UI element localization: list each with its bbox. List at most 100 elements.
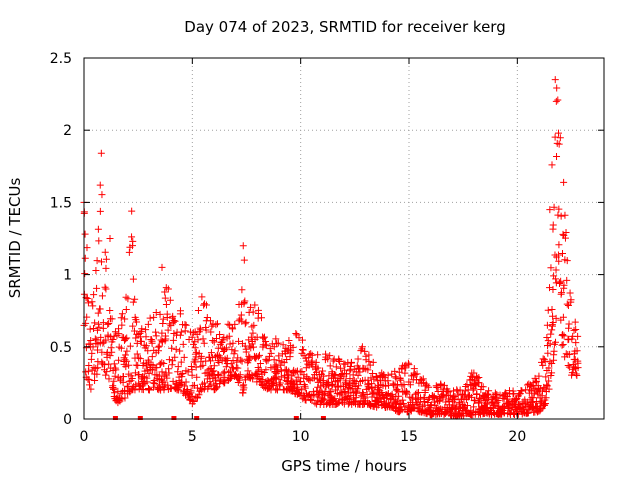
data-points — [80, 76, 582, 420]
data-point — [152, 328, 160, 336]
data-point — [551, 133, 559, 141]
data-point — [364, 366, 372, 374]
data-point — [102, 255, 110, 263]
data-point — [108, 315, 116, 323]
data-point — [314, 351, 322, 359]
data-point — [415, 388, 423, 396]
data-point — [215, 371, 223, 379]
data-point — [111, 372, 119, 380]
data-point-peak — [81, 230, 89, 238]
data-point — [193, 373, 201, 381]
data-point — [198, 293, 206, 301]
data-point — [248, 323, 256, 331]
data-point — [276, 379, 284, 387]
data-point — [301, 384, 309, 392]
data-point — [171, 317, 179, 325]
data-point — [168, 344, 176, 352]
data-point — [109, 335, 117, 343]
data-point — [267, 349, 275, 357]
data-point — [490, 401, 498, 409]
data-point — [568, 369, 576, 377]
data-point — [424, 405, 432, 413]
data-point — [361, 347, 369, 355]
data-point — [175, 386, 183, 394]
data-point — [92, 266, 100, 274]
data-point — [405, 361, 413, 369]
data-point — [562, 350, 570, 358]
data-point — [118, 321, 126, 329]
data-point — [463, 381, 471, 389]
data-point — [397, 376, 405, 384]
data-point — [556, 134, 564, 142]
x-tick-label: 5 — [188, 429, 197, 445]
data-point — [102, 336, 110, 344]
data-point — [367, 374, 375, 382]
data-point — [160, 360, 168, 367]
data-point — [547, 330, 555, 338]
data-point — [369, 358, 377, 366]
data-point — [489, 408, 497, 416]
data-point — [120, 373, 128, 381]
data-point — [260, 333, 268, 341]
data-point — [188, 371, 196, 379]
data-point — [469, 386, 477, 394]
x-tick-label: 20 — [508, 429, 526, 445]
data-point — [108, 348, 116, 356]
data-point — [191, 356, 199, 364]
data-point — [555, 205, 563, 213]
data-point — [102, 285, 110, 293]
data-point — [402, 387, 410, 395]
data-point — [117, 344, 125, 352]
data-point — [248, 371, 256, 379]
data-point — [86, 325, 94, 333]
data-point — [270, 374, 278, 382]
data-point-peak — [551, 76, 559, 84]
data-point — [200, 339, 208, 347]
data-point — [326, 362, 334, 370]
data-point — [549, 319, 557, 327]
data-point — [131, 386, 139, 394]
data-point — [145, 386, 153, 394]
data-point — [158, 329, 166, 337]
data-point — [485, 387, 493, 395]
data-point — [126, 342, 134, 350]
data-point — [85, 361, 93, 369]
data-point — [163, 310, 171, 318]
data-point — [238, 317, 246, 325]
data-point — [178, 373, 186, 381]
data-point — [207, 349, 215, 357]
data-point — [315, 393, 323, 401]
data-point — [557, 277, 565, 285]
data-point — [571, 318, 579, 326]
data-point — [474, 399, 482, 407]
data-point — [548, 306, 556, 314]
data-point — [399, 396, 407, 404]
data-point — [257, 314, 265, 322]
data-point — [102, 371, 110, 379]
data-point — [101, 248, 109, 256]
data-point — [220, 333, 228, 341]
data-point — [423, 382, 431, 390]
data-point — [113, 331, 121, 339]
data-point — [308, 357, 316, 365]
data-point — [289, 343, 297, 351]
data-point — [191, 344, 199, 352]
data-point-peak — [548, 161, 556, 169]
data-point — [121, 351, 129, 359]
data-point — [319, 367, 327, 375]
data-point — [451, 396, 459, 404]
data-point — [400, 362, 408, 370]
data-point — [150, 313, 158, 321]
data-point — [226, 340, 234, 348]
data-point — [94, 309, 102, 317]
data-point — [89, 302, 97, 310]
data-point — [470, 403, 478, 411]
data-point — [529, 394, 537, 402]
data-point — [125, 248, 133, 256]
data-point — [87, 385, 95, 393]
data-point — [265, 352, 273, 360]
data-point — [285, 367, 293, 375]
data-point — [106, 307, 114, 315]
data-point — [392, 400, 400, 408]
data-point — [546, 358, 554, 366]
